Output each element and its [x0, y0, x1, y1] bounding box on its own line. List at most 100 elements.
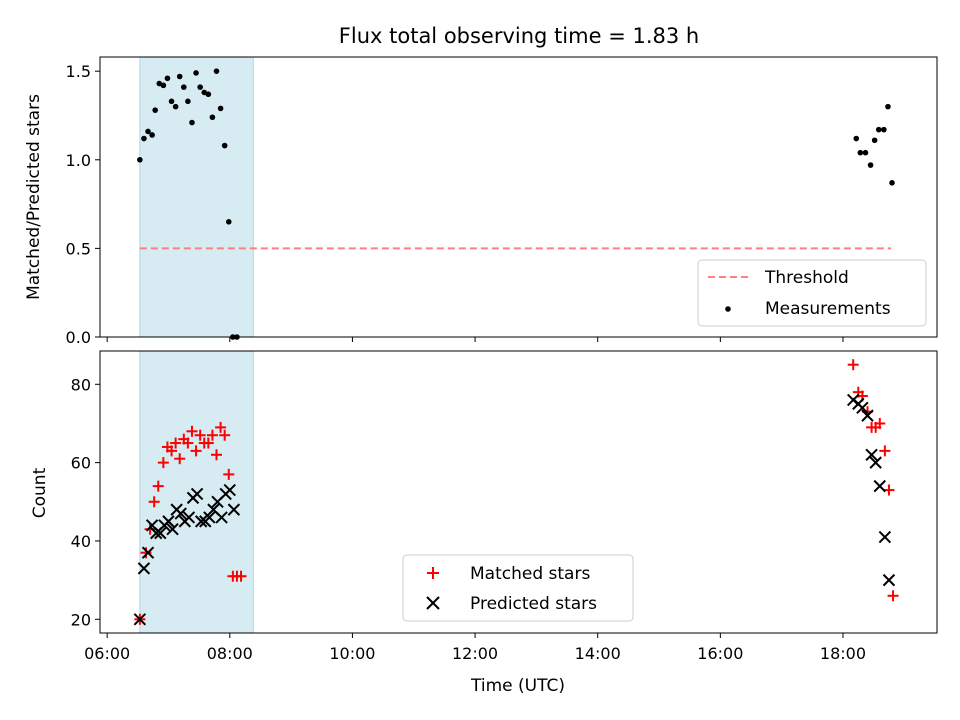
x-tick-label: 10:00 — [329, 644, 375, 663]
matched-star-point — [206, 429, 218, 441]
measurement-point — [209, 114, 216, 121]
matched-legend-swatch — [427, 567, 439, 579]
measurements-points — [137, 68, 895, 340]
matched-star-point — [847, 359, 859, 371]
top-x-ticks — [106, 337, 844, 342]
bottom-legend: Matched stars Predicted stars — [402, 554, 634, 622]
measurements-legend-label: Measurements — [765, 299, 891, 319]
matched-star-point — [182, 437, 194, 449]
predicted-star-point — [223, 483, 236, 497]
matched-star-point — [883, 484, 895, 496]
measurement-point — [875, 126, 882, 133]
predicted-star-point — [166, 523, 179, 536]
measurement-point — [885, 103, 891, 110]
matched-star-point — [223, 468, 235, 480]
top-legend: Threshold Measurements — [697, 259, 927, 327]
x-axis: 06:00 08:00 10:00 12:00 14:00 16:00 18:00 — [84, 633, 866, 663]
measurement-point — [164, 75, 171, 82]
shade-band — [139, 56, 254, 338]
y-tick-label: 60 — [71, 454, 91, 473]
x-axis-label: Time (UTC) — [470, 676, 565, 696]
count-panel: 20 40 60 80 06:00 08:00 10:00 12:00 14:00 16:00 1… — [30, 350, 938, 696]
measurement-point — [168, 98, 175, 105]
measurement-point — [181, 84, 187, 90]
measurement-point — [867, 162, 874, 168]
predicted-star-point — [141, 546, 155, 559]
measurement-point — [871, 137, 878, 144]
matched-star-point — [170, 437, 182, 449]
y-tick-label: 20 — [71, 610, 91, 629]
matched-star-point — [174, 453, 186, 465]
measurement-point — [189, 119, 195, 126]
top-y-axis-label: Matched/Predicted stars — [24, 94, 44, 300]
measurement-point — [137, 156, 143, 163]
predicted-star-point — [856, 401, 869, 414]
y-tick-label: 80 — [71, 375, 91, 394]
measurement-point — [145, 128, 151, 135]
predicted-star-point — [873, 479, 886, 493]
predicted-star-point — [861, 409, 874, 422]
matched-star-point — [148, 496, 160, 508]
y-tick-label: 40 — [71, 532, 91, 551]
measurement-point — [193, 70, 199, 76]
predicted-star-point — [182, 511, 196, 524]
predicted-star-point — [227, 503, 241, 516]
threshold-legend-label: Threshold — [764, 268, 849, 288]
matched-star-point — [202, 437, 214, 449]
matched-star-point — [879, 445, 891, 457]
predicted-star-point — [190, 487, 204, 501]
top-observing-window-shade — [139, 56, 254, 338]
bottom-legend-box — [402, 554, 634, 622]
predicted-legend-swatch — [426, 596, 440, 610]
matched-star-point — [215, 421, 227, 433]
measurement-point — [213, 68, 220, 74]
predicted-star-point — [133, 613, 147, 626]
y-tick-label: 0.0 — [66, 328, 91, 347]
measurement-point — [225, 219, 232, 225]
matched-stars-points — [134, 359, 899, 625]
matched-star-point — [874, 417, 886, 429]
predicted-star-point — [869, 456, 882, 469]
y-tick-label: 0.5 — [66, 239, 91, 258]
matched-star-point — [235, 570, 247, 582]
y-tick-label: 1.5 — [66, 62, 91, 81]
ratio-panel: 0.0 0.5 1.0 1.5 Matched/Predicted stars Thr… — [24, 56, 938, 347]
predicted-star-point — [194, 515, 208, 528]
predicted-star-point — [203, 511, 216, 524]
predicted-star-point — [137, 562, 151, 575]
predicted-star-point — [878, 530, 892, 544]
x-tick-label: 06:00 — [84, 644, 130, 663]
matched-star-point — [186, 425, 198, 437]
matched-star-point — [152, 480, 164, 492]
matched-star-point — [887, 590, 899, 602]
measurement-point — [197, 84, 203, 90]
measurement-point — [221, 142, 228, 149]
x-tick-label: 18:00 — [820, 644, 866, 663]
bottom-y-axis: 20 40 60 80 — [71, 375, 100, 629]
matched-star-point — [157, 457, 169, 469]
matched-star-point — [166, 445, 178, 457]
matched-star-point — [219, 429, 231, 441]
shade-band — [139, 350, 254, 634]
predicted-star-point — [882, 573, 896, 587]
chart-title: Flux total observing time = 1.83 h — [339, 24, 699, 48]
matched-legend-label: Matched stars — [470, 564, 590, 584]
predicted-star-point — [215, 511, 228, 524]
matched-star-point — [194, 429, 206, 441]
predicted-star-point — [154, 526, 167, 540]
measurement-point — [889, 180, 895, 186]
x-tick-label: 12:00 — [452, 644, 498, 663]
measurement-point — [185, 98, 191, 105]
measurement-point — [853, 135, 860, 142]
measurement-point — [862, 149, 869, 156]
predicted-star-point — [162, 515, 175, 528]
top-y-axis: 0.0 0.5 1.0 1.5 — [66, 62, 100, 347]
measurement-point — [176, 73, 183, 80]
bottom-axes-frame — [99, 350, 938, 634]
matched-star-point — [190, 445, 202, 457]
bottom-observing-window-shade — [139, 350, 254, 634]
measurement-point — [205, 91, 212, 98]
matched-star-point — [144, 523, 156, 535]
top-axes-frame — [99, 56, 938, 338]
